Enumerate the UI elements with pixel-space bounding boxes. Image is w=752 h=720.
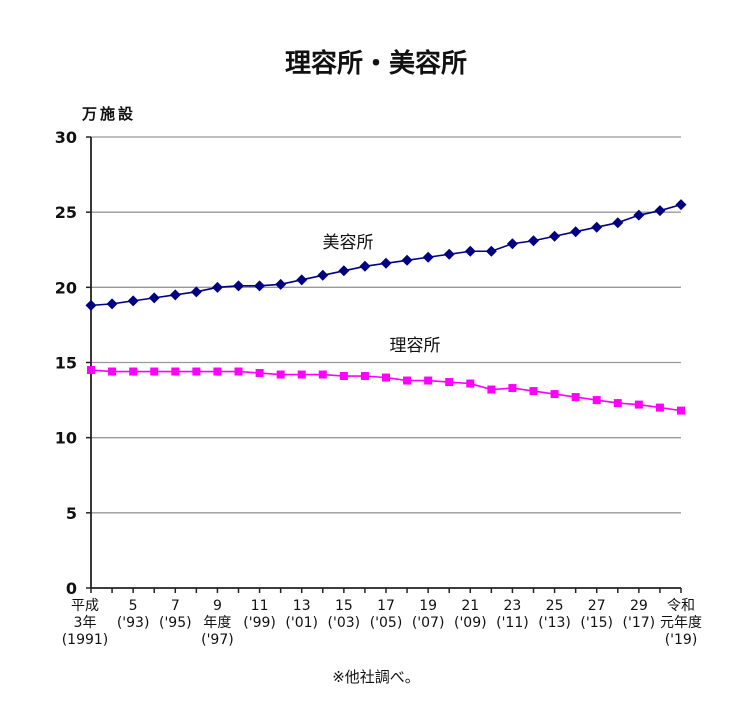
data-point-square xyxy=(571,393,580,402)
x-tick-label: 21 ('09) xyxy=(454,598,487,631)
series-line-diamond xyxy=(90,203,682,307)
data-point-diamond xyxy=(148,292,160,304)
data-point-square xyxy=(234,367,243,376)
data-point-diamond xyxy=(443,248,455,260)
data-point-square xyxy=(213,367,222,376)
x-tick-label: 25 ('13) xyxy=(538,598,571,631)
data-point-diamond xyxy=(528,235,539,247)
data-point-square xyxy=(192,367,201,376)
data-point-diamond xyxy=(359,260,371,272)
data-point-diamond xyxy=(464,245,476,257)
data-point-diamond xyxy=(127,295,139,307)
data-point-diamond xyxy=(675,199,687,211)
data-point-diamond xyxy=(654,205,666,217)
x-tick-label: 23 ('11) xyxy=(496,598,529,631)
data-point-square xyxy=(550,390,559,399)
x-tick-label: 平成 3年(1991) xyxy=(62,598,109,648)
data-point-square xyxy=(360,372,369,381)
data-point-square xyxy=(403,376,412,385)
data-point-diamond xyxy=(422,251,434,263)
x-tick-label: 令和元年度('19) xyxy=(660,598,702,648)
data-point-diamond xyxy=(211,281,223,293)
data-point-diamond xyxy=(633,209,645,221)
data-point-diamond xyxy=(549,230,561,242)
data-point-diamond xyxy=(401,254,413,266)
data-point-square xyxy=(508,384,517,393)
x-tick-label: 7 ('95) xyxy=(159,598,192,631)
data-point-square xyxy=(424,376,433,385)
data-point-diamond xyxy=(506,238,518,250)
data-point-diamond xyxy=(570,226,582,238)
x-tick-label: 9 年度('97) xyxy=(201,598,234,648)
data-point-diamond xyxy=(254,280,266,292)
data-point-diamond xyxy=(338,265,350,277)
data-point-square xyxy=(613,399,622,408)
data-point-diamond xyxy=(317,269,329,281)
data-point-diamond xyxy=(612,217,624,229)
series-label-biyousho: 美容所 xyxy=(323,233,374,253)
data-point-square xyxy=(634,400,643,409)
data-point-square xyxy=(382,373,390,382)
data-point-square xyxy=(529,387,538,396)
data-point-square xyxy=(466,379,475,388)
x-tick-label: 13 ('01) xyxy=(285,598,318,631)
data-point-diamond xyxy=(169,289,181,301)
x-tick-label: 27 ('15) xyxy=(580,598,613,631)
y-tick-label: 5 xyxy=(66,504,77,523)
data-point-square xyxy=(592,396,601,405)
x-tick-label: 29 ('17) xyxy=(623,598,656,631)
footnote: ※他社調べ。 xyxy=(332,668,420,686)
x-tick-label: 17 ('05) xyxy=(370,598,403,631)
data-point-square xyxy=(677,406,685,415)
x-tick-label: 11 ('99) xyxy=(243,598,276,631)
data-point-diamond xyxy=(296,274,308,286)
series-label-riyousho: 理容所 xyxy=(390,336,441,356)
y-tick-label: 25 xyxy=(55,203,77,222)
x-tick-label: 15 ('03) xyxy=(328,598,361,631)
data-point-square xyxy=(655,403,664,412)
data-point-diamond xyxy=(233,280,244,292)
data-point-diamond xyxy=(485,245,497,257)
y-tick-label: 20 xyxy=(55,278,77,297)
data-point-square xyxy=(445,378,454,387)
data-point-diamond xyxy=(380,257,392,269)
data-point-diamond xyxy=(591,221,603,233)
data-point-square xyxy=(487,385,496,394)
y-axis-unit-label: 万施設 xyxy=(81,105,136,123)
data-point-square xyxy=(87,366,95,375)
x-tick-label: 5 ('93) xyxy=(117,598,150,631)
y-tick-label: 15 xyxy=(55,354,77,373)
data-point-diamond xyxy=(85,299,97,311)
y-tick-label: 0 xyxy=(66,579,77,598)
data-point-square xyxy=(318,370,327,379)
y-tick-label: 30 xyxy=(55,128,77,147)
data-point-square xyxy=(255,369,264,378)
data-point-diamond xyxy=(275,278,287,290)
y-tick-label: 10 xyxy=(55,429,77,448)
data-point-diamond xyxy=(106,298,118,310)
data-point-diamond xyxy=(190,286,202,298)
data-point-square xyxy=(129,367,138,376)
data-point-square xyxy=(297,370,306,379)
chart-title: 理容所・美容所 xyxy=(285,48,467,79)
x-tick-label: 19 ('07) xyxy=(412,598,445,631)
data-point-square xyxy=(276,370,285,379)
data-point-square xyxy=(339,372,348,381)
data-point-square xyxy=(108,367,117,376)
data-point-square xyxy=(150,367,159,376)
data-point-square xyxy=(171,367,180,376)
